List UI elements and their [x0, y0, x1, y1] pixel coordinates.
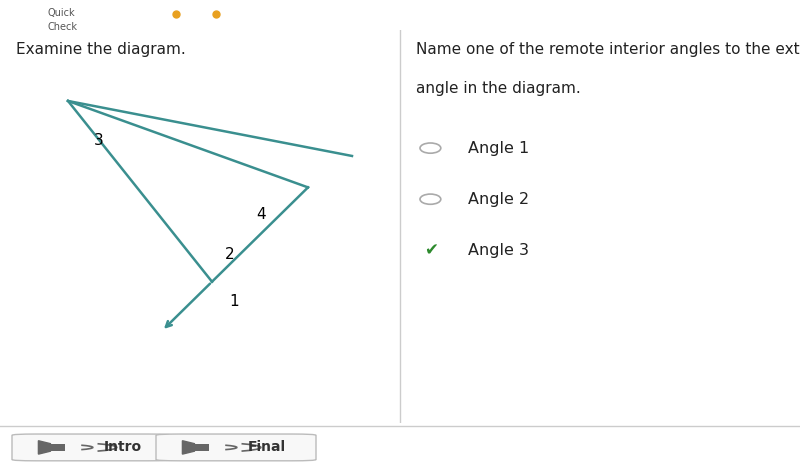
FancyBboxPatch shape — [12, 434, 172, 461]
Text: 3: 3 — [94, 133, 103, 148]
Text: Angle 2: Angle 2 — [468, 192, 529, 206]
Text: Final: Final — [248, 440, 286, 454]
Text: Quick: Quick — [48, 8, 76, 19]
FancyBboxPatch shape — [156, 434, 316, 461]
FancyBboxPatch shape — [194, 444, 209, 451]
Text: Examine the diagram.: Examine the diagram. — [16, 42, 186, 57]
Text: 4: 4 — [256, 207, 266, 222]
Polygon shape — [182, 441, 194, 454]
Text: Angle 3: Angle 3 — [468, 243, 529, 258]
Text: ✔: ✔ — [424, 241, 438, 259]
Text: 2: 2 — [225, 247, 234, 262]
Text: Name one of the remote interior angles to the exterior: Name one of the remote interior angles t… — [416, 42, 800, 57]
Text: 1: 1 — [230, 294, 239, 309]
Polygon shape — [38, 441, 50, 454]
Text: Check: Check — [48, 22, 78, 32]
Text: Angle 1: Angle 1 — [468, 140, 530, 156]
Text: angle in the diagram.: angle in the diagram. — [416, 81, 581, 96]
FancyBboxPatch shape — [50, 444, 65, 451]
Text: Intro: Intro — [104, 440, 142, 454]
